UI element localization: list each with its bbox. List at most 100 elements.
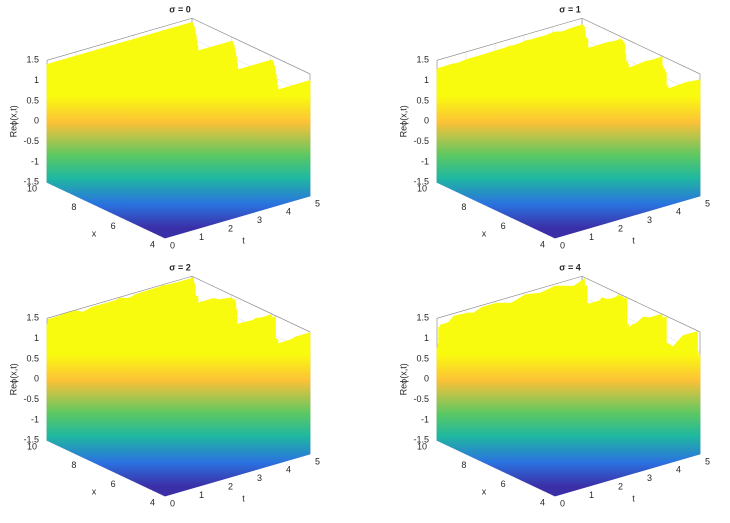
axis-line — [581, 17, 701, 75]
axis-line — [191, 275, 311, 333]
axis-line — [436, 275, 583, 319]
y-tick-label: 3 — [257, 215, 262, 225]
z-tick-label: 0.5 — [416, 95, 429, 105]
y-tick-label: 4 — [676, 207, 681, 217]
z-tick-label: 0 — [424, 116, 429, 126]
x-axis-label: x — [92, 229, 97, 239]
y-tick-label: 4 — [676, 465, 681, 475]
y-tick-label: 0 — [170, 240, 175, 250]
z-tick-label: -0.5 — [23, 394, 39, 404]
y-tick-label: 1 — [199, 490, 204, 500]
z-axis-label: Reϕ(x,t) — [398, 105, 408, 137]
z-tick-label: -1.5 — [413, 435, 429, 445]
x-tick-label: 10 — [27, 442, 37, 452]
y-tick-label: 2 — [618, 224, 623, 234]
z-tick-label: 0 — [424, 374, 429, 384]
z-tick-label: -1 — [31, 414, 39, 424]
z-tick-label: 1.5 — [26, 55, 39, 65]
chart-title: σ = 2 — [169, 262, 190, 272]
y-tick-label: 4 — [286, 207, 291, 217]
x-tick-label: 10 — [27, 184, 37, 194]
z-tick-label: 0 — [34, 374, 39, 384]
z-tick-label: -1.5 — [413, 177, 429, 187]
panel: σ = 0 -1.5 -1 -0.5 0 0.5 1 1.5 4 6 8 10 0 1 2 3 4 5 x t Reϕ(… — [8, 4, 320, 250]
x-tick-label: 4 — [150, 497, 155, 507]
chart-title: σ = 1 — [559, 4, 580, 14]
x-tick-label: 10 — [417, 184, 427, 194]
x-tick-label: 6 — [501, 221, 506, 231]
y-tick-label: 5 — [705, 198, 710, 208]
x-tick-label: 4 — [540, 497, 545, 507]
y-tick-label: 0 — [560, 240, 565, 250]
x-tick-label: 10 — [417, 442, 427, 452]
axis-line — [191, 17, 311, 75]
y-axis-label: t — [632, 235, 635, 245]
surface-slice — [164, 332, 311, 497]
y-tick-label: 1 — [199, 232, 204, 242]
y-tick-label: 3 — [647, 215, 652, 225]
z-tick-label: 1 — [424, 333, 429, 343]
y-tick-label: 1 — [589, 490, 594, 500]
z-tick-label: 1.5 — [416, 55, 429, 65]
z-tick-label: -1 — [421, 156, 429, 166]
z-axis-label: Reϕ(x,t) — [398, 363, 408, 395]
axis-line — [46, 275, 193, 319]
axis-line — [46, 17, 193, 61]
x-tick-label: 6 — [111, 221, 116, 231]
panel: σ = 1 -1.5 -1 -0.5 0 0.5 1 1.5 4 6 8 10 0 1 2 3 4 5 x t Reϕ(… — [398, 4, 710, 250]
x-tick-label: 8 — [71, 202, 76, 212]
surface-slice — [554, 355, 701, 497]
x-axis-label: x — [92, 487, 97, 497]
z-tick-label: -0.5 — [413, 394, 429, 404]
x-tick-label: 8 — [461, 202, 466, 212]
z-tick-label: 1 — [34, 333, 39, 343]
surface-slice — [164, 80, 311, 239]
x-tick-label: 4 — [150, 239, 155, 249]
x-tick-label: 6 — [501, 479, 506, 489]
z-tick-label: 1 — [34, 75, 39, 85]
z-axis-label: Reϕ(x,t) — [8, 363, 18, 395]
z-tick-label: -1 — [421, 414, 429, 424]
x-tick-label: 6 — [111, 479, 116, 489]
z-tick-label: -1 — [31, 156, 39, 166]
surface-slice — [554, 79, 701, 239]
z-tick-label: 0.5 — [26, 95, 39, 105]
y-axis-label: t — [632, 493, 635, 503]
y-tick-label: 2 — [228, 482, 233, 492]
y-tick-label: 0 — [560, 498, 565, 508]
y-tick-label: 3 — [647, 473, 652, 483]
z-tick-label: 1.5 — [416, 313, 429, 323]
z-axis-label: Reϕ(x,t) — [8, 105, 18, 137]
x-axis-label: x — [482, 487, 487, 497]
y-tick-label: 5 — [315, 456, 320, 466]
x-tick-label: 8 — [461, 460, 466, 470]
z-tick-label: -0.5 — [23, 136, 39, 146]
panel: σ = 4 -1.5 -1 -0.5 0 0.5 1 1.5 4 6 8 10 0 1 2 3 4 5 x t Reϕ(… — [398, 262, 710, 508]
z-tick-label: 0.5 — [26, 353, 39, 363]
x-axis-label: x — [482, 229, 487, 239]
z-tick-label: -1.5 — [23, 435, 39, 445]
y-tick-label: 4 — [286, 465, 291, 475]
y-tick-label: 5 — [705, 456, 710, 466]
x-tick-label: 4 — [540, 239, 545, 249]
z-tick-label: -0.5 — [413, 136, 429, 146]
axis-line — [436, 17, 583, 61]
axis-line — [581, 275, 701, 333]
chart-title: σ = 4 — [559, 262, 580, 272]
z-tick-label: -1.5 — [23, 177, 39, 187]
z-tick-label: 1 — [424, 75, 429, 85]
z-tick-label: 0 — [34, 116, 39, 126]
y-tick-label: 5 — [315, 198, 320, 208]
y-tick-label: 2 — [618, 482, 623, 492]
y-axis-label: t — [242, 235, 245, 245]
x-tick-label: 8 — [71, 460, 76, 470]
y-tick-label: 0 — [170, 498, 175, 508]
panel: σ = 2 -1.5 -1 -0.5 0 0.5 1 1.5 4 6 8 10 0 1 2 3 4 5 x t Reϕ(… — [8, 262, 320, 508]
chart-title: σ = 0 — [169, 4, 190, 14]
z-tick-label: 0.5 — [416, 353, 429, 363]
y-tick-label: 1 — [589, 232, 594, 242]
z-tick-label: 1.5 — [26, 313, 39, 323]
y-tick-label: 3 — [257, 473, 262, 483]
y-tick-label: 2 — [228, 224, 233, 234]
